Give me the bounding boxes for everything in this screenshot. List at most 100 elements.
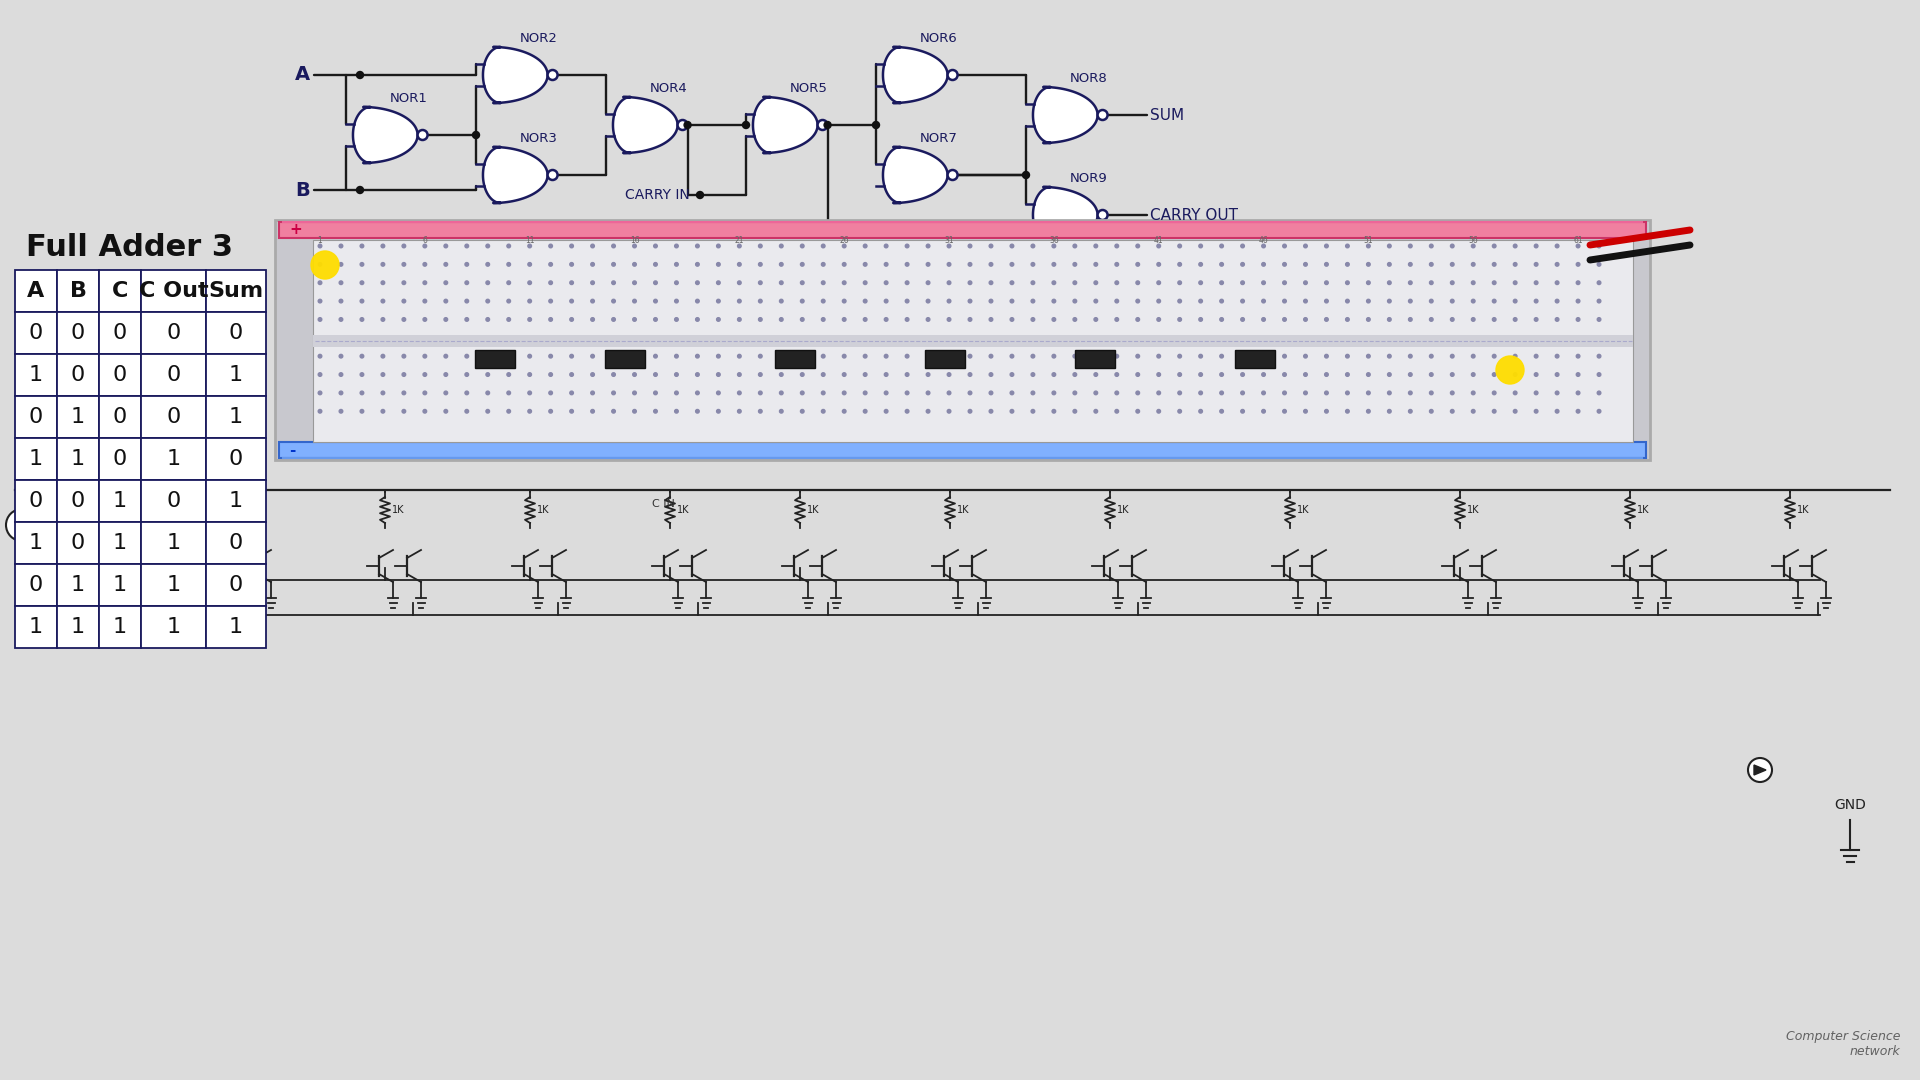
Circle shape [1219, 409, 1223, 413]
Circle shape [780, 299, 783, 302]
Circle shape [906, 299, 908, 302]
Circle shape [1513, 244, 1517, 247]
Circle shape [465, 336, 468, 339]
Circle shape [1283, 354, 1286, 357]
Circle shape [1471, 336, 1475, 339]
Circle shape [1240, 373, 1244, 376]
Circle shape [1555, 318, 1559, 321]
Circle shape [1031, 373, 1035, 376]
Text: 1K: 1K [136, 505, 150, 515]
Bar [100, 312, 140, 354]
Circle shape [1471, 409, 1475, 413]
Circle shape [674, 299, 678, 302]
Text: C IN: C IN [653, 499, 674, 509]
Circle shape [612, 262, 614, 266]
Circle shape [1283, 336, 1286, 339]
Circle shape [591, 262, 595, 266]
Circle shape [1219, 299, 1223, 302]
Circle shape [1430, 354, 1432, 357]
Circle shape [947, 409, 950, 413]
Circle shape [507, 299, 511, 302]
Text: 1: 1 [167, 449, 180, 469]
Circle shape [1094, 409, 1098, 413]
Circle shape [528, 318, 532, 321]
Text: B: B [69, 281, 86, 301]
Circle shape [1158, 391, 1160, 394]
Circle shape [1430, 373, 1432, 376]
Polygon shape [883, 48, 948, 103]
Circle shape [864, 409, 868, 413]
Circle shape [1010, 281, 1014, 284]
Circle shape [843, 391, 847, 394]
Bar [58, 396, 100, 438]
Circle shape [1492, 391, 1496, 394]
Circle shape [319, 336, 323, 339]
Circle shape [1261, 373, 1265, 376]
Circle shape [1555, 299, 1559, 302]
Text: 41: 41 [1154, 237, 1164, 245]
Circle shape [716, 373, 720, 376]
Circle shape [653, 299, 657, 302]
Text: 0: 0 [228, 323, 244, 343]
Circle shape [674, 262, 678, 266]
Circle shape [1158, 262, 1160, 266]
Circle shape [1492, 354, 1496, 357]
Circle shape [1240, 391, 1244, 394]
Circle shape [1555, 336, 1559, 339]
Circle shape [1430, 299, 1432, 302]
Bar [313, 335, 1634, 347]
Circle shape [1137, 299, 1140, 302]
Circle shape [472, 132, 480, 138]
Circle shape [1198, 244, 1202, 247]
Circle shape [1219, 318, 1223, 321]
Circle shape [1367, 373, 1371, 376]
Circle shape [989, 336, 993, 339]
Circle shape [948, 170, 958, 180]
Circle shape [1116, 354, 1119, 357]
Circle shape [1073, 299, 1077, 302]
Circle shape [1052, 336, 1056, 339]
Circle shape [1471, 354, 1475, 357]
Bar [140, 354, 205, 396]
Circle shape [507, 318, 511, 321]
Circle shape [968, 299, 972, 302]
Circle shape [947, 262, 950, 266]
Bar [100, 354, 140, 396]
Circle shape [758, 244, 762, 247]
Text: 0: 0 [167, 407, 180, 427]
Circle shape [1137, 354, 1140, 357]
Circle shape [340, 373, 344, 376]
Circle shape [824, 121, 831, 129]
Circle shape [1388, 262, 1392, 266]
Bar [15, 438, 58, 480]
Circle shape [1094, 373, 1098, 376]
Circle shape [528, 391, 532, 394]
Circle shape [1346, 409, 1350, 413]
Circle shape [1094, 281, 1098, 284]
Text: 0: 0 [228, 575, 244, 595]
Circle shape [695, 318, 699, 321]
Circle shape [684, 121, 691, 129]
Circle shape [1283, 391, 1286, 394]
Bar [275, 220, 1649, 460]
Circle shape [1073, 409, 1077, 413]
Circle shape [422, 336, 426, 339]
Circle shape [968, 281, 972, 284]
Circle shape [822, 354, 826, 357]
Circle shape [906, 336, 908, 339]
Circle shape [1409, 336, 1411, 339]
Circle shape [570, 318, 574, 321]
Circle shape [1198, 281, 1202, 284]
Circle shape [1513, 391, 1517, 394]
Circle shape [1555, 244, 1559, 247]
Circle shape [801, 391, 804, 394]
Text: 1: 1 [29, 617, 42, 637]
Circle shape [1597, 244, 1601, 247]
Bar [100, 480, 140, 522]
Circle shape [864, 299, 868, 302]
Text: 0: 0 [167, 323, 180, 343]
Polygon shape [353, 107, 417, 163]
Circle shape [1177, 373, 1181, 376]
Circle shape [822, 318, 826, 321]
Text: NOR3: NOR3 [520, 132, 559, 145]
